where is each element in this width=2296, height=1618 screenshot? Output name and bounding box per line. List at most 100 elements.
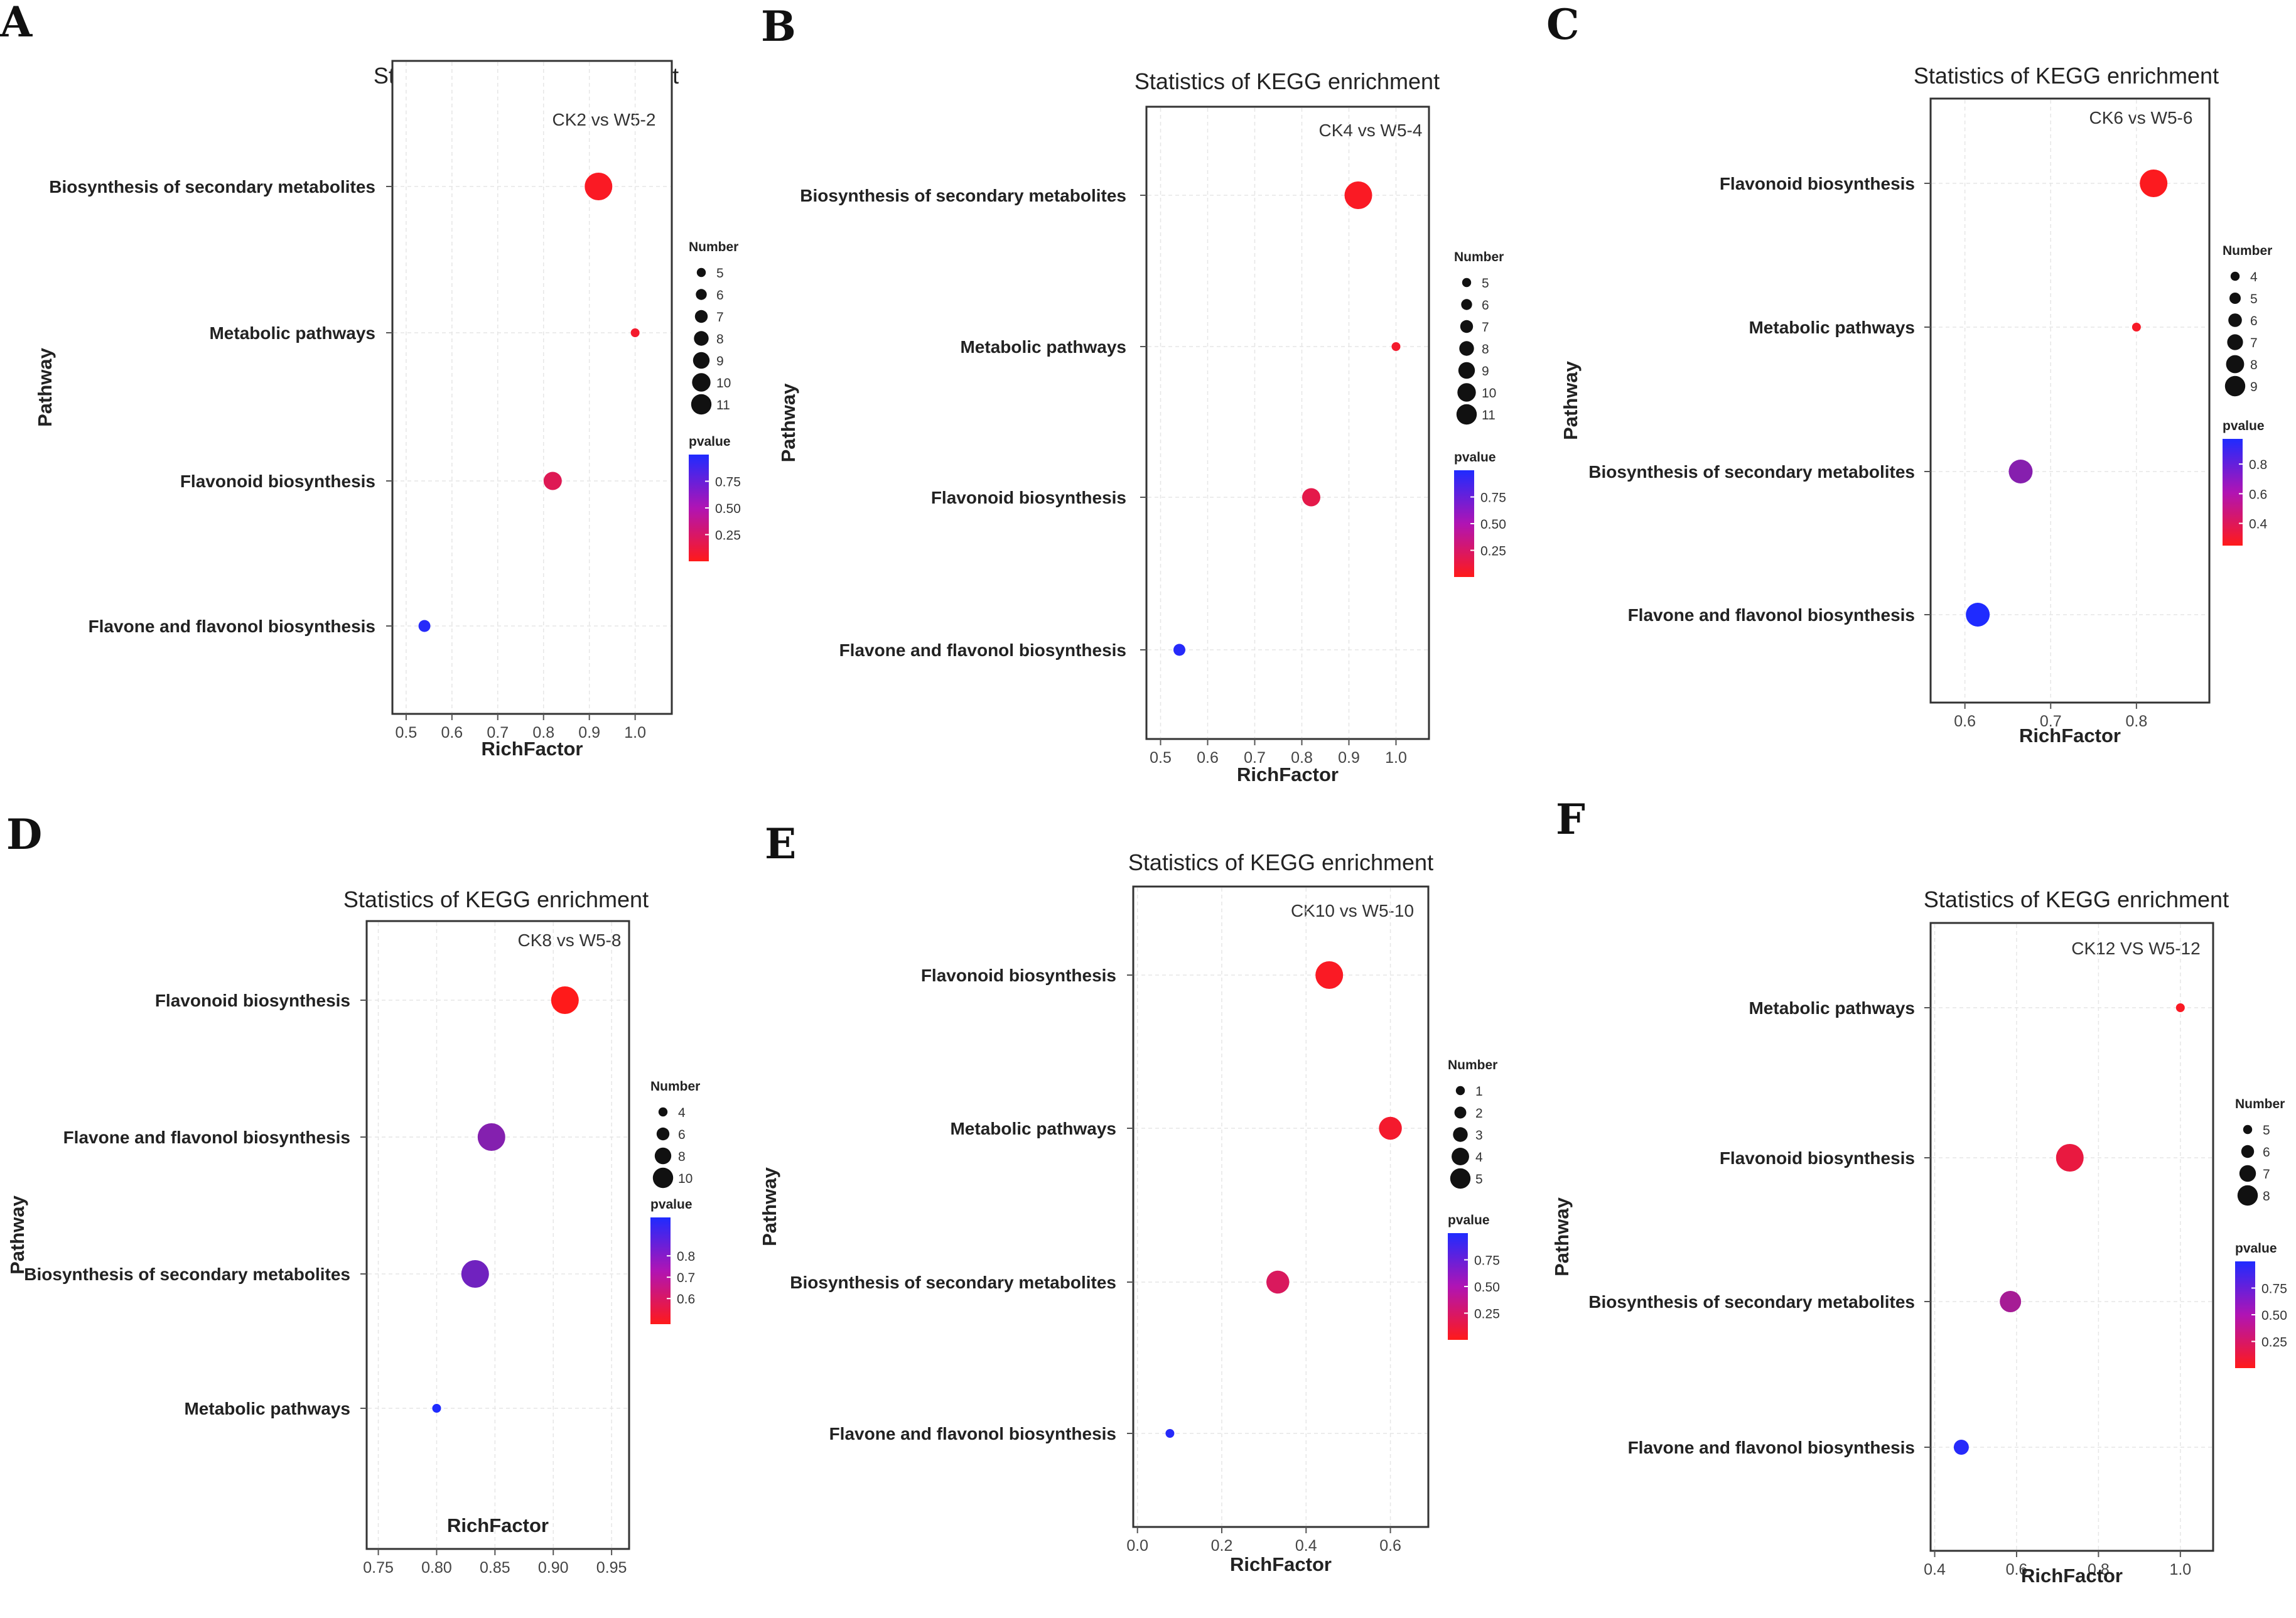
pvalue-legend-title: pvalue <box>650 1197 693 1212</box>
colorbar-label: 0.25 <box>715 529 741 543</box>
size-legend-dot <box>652 1167 674 1189</box>
comparison-label: CK10 vs W5-10 <box>1291 901 1414 920</box>
colorbar-label: 0.25 <box>2261 1335 2287 1350</box>
size-legend-dot <box>1460 320 1474 333</box>
data-point <box>461 1260 489 1288</box>
pathway-label: Flavonoid biosynthesis <box>931 488 1126 507</box>
size-legend-dot <box>2224 375 2246 397</box>
pathway-label: Flavonoid biosynthesis <box>155 991 350 1010</box>
data-point <box>1173 644 1185 656</box>
size-legend-dot <box>1457 383 1476 402</box>
size-legend-dot <box>1458 362 1475 379</box>
data-point <box>2056 1144 2084 1172</box>
size-legend-dot <box>692 373 711 392</box>
x-axis-label: RichFactor <box>1230 1553 1332 1575</box>
size-legend-title: Number <box>1454 250 1504 264</box>
y-axis-label: Pathway <box>34 347 56 427</box>
comparison-label: CK6 vs W5-6 <box>2089 108 2193 127</box>
plot-area <box>1132 885 1430 1528</box>
size-legend-label: 9 <box>2250 380 2258 394</box>
x-tick-label: 0.5 <box>396 724 418 742</box>
size-legend-label: 4 <box>1475 1150 1483 1165</box>
data-point <box>1953 1440 1969 1455</box>
data-point <box>1165 1429 1175 1438</box>
x-tick-label: 0.8 <box>1291 749 1313 767</box>
x-axis-label: RichFactor <box>2021 1565 2123 1587</box>
x-tick-label: 0.80 <box>421 1559 452 1577</box>
size-legend-label: 5 <box>716 266 724 281</box>
size-legend-dot <box>694 310 708 323</box>
panel-e: E Statistics of KEGG enrichment CK10 vs W5… <box>758 819 1500 1575</box>
data-point <box>432 1404 441 1413</box>
x-tick-label: 0.8 <box>532 724 554 742</box>
size-legend-dot <box>1461 299 1472 310</box>
pathway-label: Flavone and flavonol biosynthesis <box>89 617 375 636</box>
pathway-label: Flavonoid biosynthesis <box>1720 174 1915 193</box>
pathway-label: Metabolic pathways <box>1749 318 1915 337</box>
colorbar-label: 0.6 <box>2249 487 2267 502</box>
pvalue-colorbar <box>2223 439 2243 546</box>
size-legend-label: 8 <box>1482 342 1489 357</box>
x-tick-label: 0.4 <box>1295 1537 1317 1555</box>
data-point <box>585 173 613 200</box>
data-point <box>2132 323 2141 332</box>
plot-area <box>1929 922 2214 1552</box>
data-point <box>551 986 579 1014</box>
pathway-label: Flavone and flavonol biosynthesis <box>1628 1438 1915 1457</box>
pathway-label: Metabolic pathways <box>950 1119 1116 1138</box>
x-axis-label: RichFactor <box>1237 763 1339 785</box>
colorbar-label: 0.75 <box>1480 491 1506 505</box>
size-legend-dot <box>2227 334 2243 350</box>
size-legend-dot <box>1454 1106 1467 1119</box>
size-legend-label: 5 <box>2263 1123 2270 1138</box>
data-point <box>543 472 562 490</box>
size-legend-dot <box>1453 1127 1468 1142</box>
data-point <box>418 620 431 632</box>
x-tick-label: 0.7 <box>2040 713 2062 730</box>
size-legend-dot <box>658 1107 668 1117</box>
size-legend-dot <box>2243 1125 2253 1135</box>
x-tick-label: 1.0 <box>2169 1561 2191 1578</box>
comparison-label: CK4 vs W5-4 <box>1319 121 1423 140</box>
panel-letter: F <box>1556 795 1585 844</box>
size-legend-dot <box>2241 1145 2255 1158</box>
pathway-label: Flavonoid biosynthesis <box>921 966 1116 985</box>
size-legend-dot <box>656 1127 670 1141</box>
x-tick-label: 0.85 <box>480 1559 510 1577</box>
y-axis-label: Pathway <box>1560 360 1582 440</box>
x-tick-label: 0.8 <box>2125 713 2147 730</box>
size-legend-dot <box>2226 355 2245 374</box>
chart-title: Statistics of KEGG enrichment <box>1924 887 2229 912</box>
x-tick-label: 0.6 <box>441 724 463 742</box>
y-axis-label: Pathway <box>6 1195 28 1275</box>
size-legend-dot <box>1450 1168 1471 1189</box>
size-legend-dot <box>2237 1185 2258 1206</box>
panel-letter: B <box>761 2 796 51</box>
colorbar-label: 0.7 <box>677 1271 695 1285</box>
plot-area <box>1929 97 2211 704</box>
size-legend-dot <box>696 267 706 278</box>
data-point <box>1266 1270 1290 1294</box>
x-tick-label: 0.6 <box>1954 713 1976 730</box>
comparison-label: CK2 vs W5-2 <box>552 110 656 129</box>
size-legend-dot <box>691 394 712 415</box>
pvalue-legend-title: pvalue <box>1454 450 1496 465</box>
pvalue-legend-title: pvalue <box>2223 419 2265 433</box>
size-legend-label: 9 <box>1482 364 1489 379</box>
size-legend-dot <box>2230 271 2240 281</box>
pathway-label: Metabolic pathways <box>209 323 375 343</box>
size-legend-title: Number <box>2235 1097 2285 1111</box>
chart-title: Statistics of KEGG enrichment <box>1914 63 2219 89</box>
size-legend-label: 5 <box>2250 292 2258 306</box>
size-legend-label: 11 <box>716 398 730 413</box>
x-tick-label: 0.75 <box>363 1559 394 1577</box>
x-tick-label: 0.7 <box>487 724 509 742</box>
size-legend-label: 8 <box>2250 358 2258 372</box>
colorbar-label: 0.6 <box>677 1292 695 1307</box>
colorbar-label: 0.50 <box>2261 1308 2287 1323</box>
plot-area <box>365 920 630 1550</box>
size-legend-label: 10 <box>1482 386 1496 401</box>
y-axis-label: Pathway <box>1551 1197 1573 1276</box>
size-legend-label: 8 <box>716 332 724 347</box>
size-legend-label: 1 <box>1475 1084 1483 1099</box>
